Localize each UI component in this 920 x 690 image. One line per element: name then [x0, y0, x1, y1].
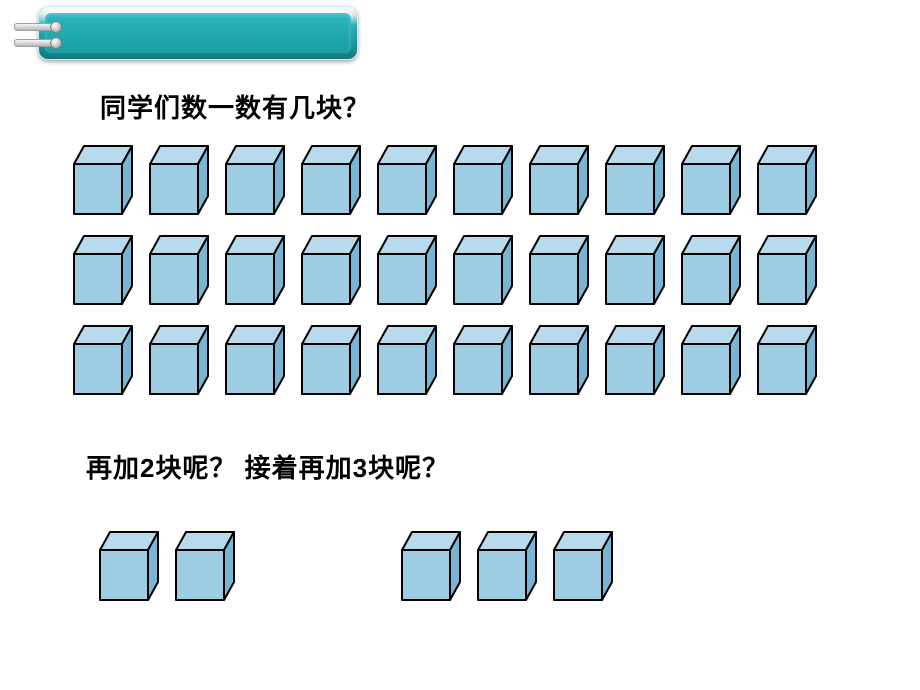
cube-icon: [224, 324, 286, 396]
cube-icon: [680, 324, 742, 396]
cube-icon: [756, 324, 818, 396]
cube-icon: [148, 234, 210, 306]
cube-icon: [148, 324, 210, 396]
cube-icon: [528, 234, 590, 306]
cube-icon: [376, 144, 438, 216]
cube-icon: [98, 530, 160, 602]
cube-icon: [224, 234, 286, 306]
cube-row: [72, 324, 818, 396]
header-tab: [14, 6, 358, 62]
cube-icon: [72, 234, 134, 306]
cube-icon: [300, 324, 362, 396]
cube-icon: [604, 324, 666, 396]
cube-icon: [400, 530, 462, 602]
cube-icon: [376, 234, 438, 306]
cube-icon: [224, 144, 286, 216]
cube-icon: [528, 324, 590, 396]
cube-group-extra-3: [400, 530, 614, 602]
question-line-2: 再加2块呢？ 接着再加3块呢？: [86, 448, 449, 485]
cube-row: [72, 144, 818, 216]
cube-icon: [452, 234, 514, 306]
cube-icon: [680, 234, 742, 306]
cube-icon: [604, 144, 666, 216]
cube-row: [72, 234, 818, 306]
cube-group-extra-2: [98, 530, 236, 602]
cube-icon: [680, 144, 742, 216]
cube-icon: [148, 144, 210, 216]
cube-icon: [756, 144, 818, 216]
cube-icon: [452, 324, 514, 396]
cube-icon: [552, 530, 614, 602]
cube-icon: [756, 234, 818, 306]
spiral-ring: [14, 20, 60, 34]
cube-icon: [174, 530, 236, 602]
cube-icon: [452, 144, 514, 216]
cube-icon: [476, 530, 538, 602]
cube-icon: [300, 234, 362, 306]
cube-icon: [72, 144, 134, 216]
cube-icon: [376, 324, 438, 396]
cube-icon: [300, 144, 362, 216]
header-tab-fill: [38, 6, 358, 60]
spiral-ring: [14, 36, 60, 50]
cube-icon: [604, 234, 666, 306]
cube-icon: [528, 144, 590, 216]
question-line-1: 同学们数一数有几块？: [100, 88, 370, 125]
cube-icon: [72, 324, 134, 396]
